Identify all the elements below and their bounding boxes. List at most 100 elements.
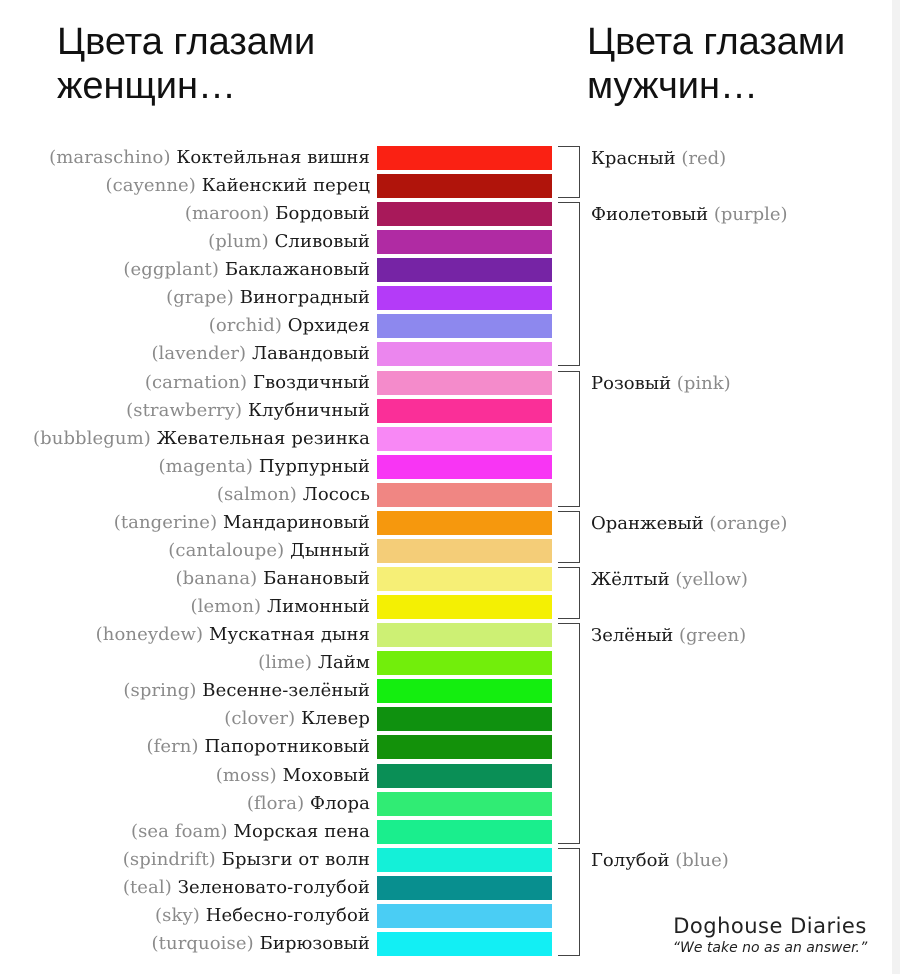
group-name-en: (green)	[679, 625, 747, 647]
color-name-en: (tangerine)	[113, 511, 218, 533]
color-name-en: (fern)	[146, 736, 199, 758]
color-name-ru: Лосось	[302, 483, 370, 505]
color-label: (lemon) Лимонный	[191, 593, 370, 621]
color-name-ru: Виноградный	[239, 287, 370, 309]
men-title: Цвета глазами мужчин…	[587, 21, 846, 107]
color-name-en: (lemon)	[190, 596, 262, 618]
color-swatch	[377, 286, 552, 311]
color-swatch	[377, 370, 552, 395]
color-name-ru: Клевер	[301, 708, 370, 730]
color-label: (fern) Папоротниковый	[146, 733, 370, 761]
color-name-en: (clover)	[224, 708, 296, 730]
color-swatch	[377, 847, 552, 872]
color-label: (maroon) Бордовый	[185, 200, 370, 228]
color-name-en: (salmon)	[216, 483, 297, 505]
color-name-ru: Зеленовато-голубой	[177, 876, 370, 898]
group-bracket	[558, 510, 580, 563]
color-swatch	[377, 763, 552, 788]
group-label: Красный (red)	[591, 145, 726, 173]
color-name-ru: Лайм	[317, 652, 370, 674]
color-label: (eggplant) Баклажановый	[123, 256, 370, 284]
color-row: (plum) Сливовый	[0, 228, 900, 256]
color-name-en: (sea foam)	[130, 820, 228, 842]
color-label: (honeydew) Мускатная дыня	[96, 621, 370, 649]
group-name-en: (blue)	[675, 849, 729, 871]
group-name-en: (purple)	[713, 204, 788, 226]
color-row: (maroon) Бордовый	[0, 200, 900, 228]
color-row: (lavender) Лавандовый	[0, 340, 900, 368]
color-label: (spring) Весенне-зелёный	[123, 677, 370, 705]
color-swatch	[377, 931, 552, 956]
color-swatch	[377, 651, 552, 676]
color-label: (cantaloupe) Дынный	[168, 537, 370, 565]
color-name-ru: Брызги от волн	[221, 848, 370, 870]
color-name-ru: Орхидея	[287, 315, 370, 337]
color-swatch	[377, 342, 552, 367]
group-bracket	[558, 847, 580, 956]
color-swatch	[377, 679, 552, 704]
group-label: Фиолетовый (purple)	[591, 201, 788, 229]
color-label: (sky) Небесно-голубой	[155, 902, 370, 930]
color-label: (clover) Клевер	[224, 705, 370, 733]
group-name-ru: Жёлтый	[591, 569, 670, 591]
color-row: (clover) Клевер	[0, 705, 900, 733]
color-label: (spindrift) Брызги от волн	[123, 846, 370, 874]
color-name-en: (maraschino)	[49, 147, 171, 168]
color-name-ru: Клубничный	[247, 399, 370, 421]
color-swatch	[377, 903, 552, 928]
color-name-en: (sky)	[155, 904, 200, 926]
color-label: (tangerine) Мандариновый	[114, 509, 370, 537]
color-name-ru: Бордовый	[275, 203, 370, 225]
color-row: (sky) Небесно-голубой	[0, 902, 900, 930]
color-name-ru: Папоротниковый	[204, 736, 370, 758]
color-name-en: (eggplant)	[123, 259, 220, 281]
color-row: (fern) Папоротниковый	[0, 733, 900, 761]
color-label: (flora) Флора	[247, 790, 370, 818]
color-name-en: (grape)	[166, 287, 234, 309]
color-label: (cayenne) Кайенский перец	[105, 172, 370, 200]
color-name-ru: Моховый	[282, 764, 370, 786]
color-swatch	[377, 510, 552, 535]
color-label: (salmon) Лосось	[217, 481, 370, 509]
color-name-ru: Бирюзовый	[259, 932, 370, 954]
group-name-en: (yellow)	[675, 569, 748, 591]
color-name-en: (magenta)	[158, 455, 254, 477]
color-swatch	[377, 146, 552, 170]
group-label: Зелёный (green)	[591, 622, 746, 650]
color-row: (cayenne) Кайенский перец	[0, 172, 900, 200]
color-label: (sea foam) Морская пена	[131, 818, 370, 846]
color-label: (moss) Моховый	[216, 762, 370, 790]
group-name-ru: Красный	[591, 148, 676, 169]
color-name-ru: Баклажановый	[224, 259, 370, 281]
color-swatch	[377, 174, 552, 199]
group-name-en: (red)	[681, 148, 727, 169]
color-row: (magenta) Пурпурный	[0, 453, 900, 481]
color-label: (turquoise) Бирюзовый	[152, 930, 370, 958]
color-name-ru: Жевательная резинка	[156, 427, 370, 449]
color-name-ru: Дынный	[290, 539, 370, 561]
color-row: (banana) Банановый	[0, 565, 900, 593]
color-swatch	[377, 595, 552, 620]
color-label: (carnation) Гвоздичный	[145, 369, 370, 397]
group-bracket	[558, 202, 580, 367]
color-name-en: (cayenne)	[105, 175, 196, 197]
credit-brand: Doghouse Diaries	[673, 914, 867, 938]
color-name-en: (moss)	[215, 764, 277, 786]
group-name-ru: Фиолетовый	[591, 204, 709, 226]
color-swatch	[377, 819, 552, 844]
group-name-en: (orange)	[709, 512, 788, 534]
color-name-en: (lavender)	[151, 343, 247, 365]
group-name-ru: Голубой	[591, 849, 670, 871]
group-bracket	[558, 146, 580, 199]
women-title: Цвета глазами женщин…	[57, 21, 316, 107]
color-name-en: (flora)	[246, 792, 305, 814]
color-row: (strawberry) Клубничный	[0, 397, 900, 425]
color-swatch	[377, 567, 552, 592]
color-name-ru: Сливовый	[274, 231, 370, 253]
color-name-en: (carnation)	[144, 371, 248, 393]
color-swatch	[377, 202, 552, 227]
color-row: (carnation) Гвоздичный	[0, 369, 900, 397]
color-swatch	[377, 398, 552, 423]
credit-tagline: “We take no as an answer.”	[672, 940, 868, 956]
color-name-ru: Мандариновый	[223, 511, 370, 533]
